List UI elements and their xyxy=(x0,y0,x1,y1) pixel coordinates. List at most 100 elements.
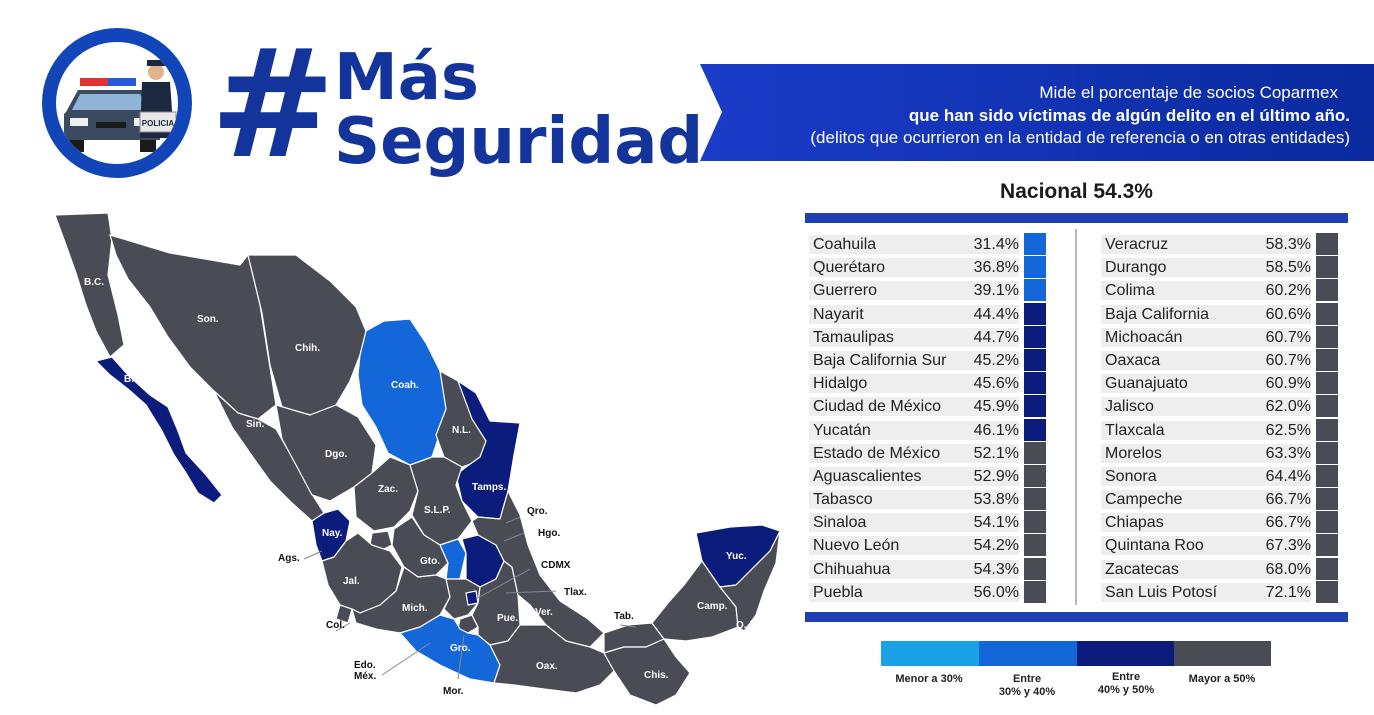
state-value: 66.7% xyxy=(1265,491,1311,509)
table-row: Nayarit 44.4% xyxy=(809,302,1049,326)
table-row: Querétaro 36.8% xyxy=(809,256,1049,279)
map-state-label: Zac. xyxy=(378,484,399,495)
police-badge-text: POLICIA xyxy=(142,119,175,128)
table-row: Puebla 56.0% xyxy=(809,580,1049,604)
row-background xyxy=(809,490,1019,510)
row-background xyxy=(809,397,1019,417)
table-right-column: Veracruz 58.3% Durango 58.5% Colima 60.2% Baja… xyxy=(1101,233,1341,604)
state-name: Tlaxcala xyxy=(1105,421,1165,439)
table-row: San Luis Potosí 72.1% xyxy=(1101,580,1341,604)
color-swatch xyxy=(1024,395,1046,418)
color-swatch xyxy=(1316,256,1338,279)
row-background xyxy=(1101,490,1311,510)
color-swatch xyxy=(1024,233,1046,255)
table-row: Chihuahua 54.3% xyxy=(809,557,1049,581)
row-background xyxy=(1101,235,1311,254)
state-value: 60.7% xyxy=(1265,328,1311,346)
table-row: Nuevo León 54.2% xyxy=(809,534,1049,557)
state-name: Tamaulipas xyxy=(813,328,894,346)
color-swatch xyxy=(1316,348,1338,371)
state-name: Veracruz xyxy=(1105,236,1169,253)
map-state-label: Mich. xyxy=(402,603,428,614)
state-value: 68.0% xyxy=(1265,560,1311,578)
state-name: Baja California Sur xyxy=(813,351,947,369)
row-background xyxy=(1101,513,1311,533)
color-swatch xyxy=(1024,348,1046,371)
state-value: 44.7% xyxy=(973,328,1019,346)
color-swatch xyxy=(1024,488,1046,511)
state-name: Coahuila xyxy=(813,236,877,253)
map-state-label: Oax. xyxy=(536,661,558,672)
row-background xyxy=(1101,443,1311,463)
table-row: Yucatán 46.1% xyxy=(809,418,1049,442)
map-state-label: Coah. xyxy=(391,380,419,391)
legend-label: Entre 40% y 50% xyxy=(1097,671,1155,696)
color-swatch xyxy=(1024,580,1046,603)
table-top-bar xyxy=(805,213,1348,223)
color-swatch xyxy=(1316,325,1338,348)
state-gro xyxy=(399,614,501,684)
legend-label: Menor a 30% xyxy=(895,673,963,685)
color-swatch xyxy=(1024,441,1046,464)
state-value: 60.7% xyxy=(1265,351,1311,369)
table-row: Guerrero 39.1% xyxy=(809,279,1049,302)
state-name: Yucatán xyxy=(813,421,871,439)
color-swatch xyxy=(1316,464,1338,487)
state-value: 53.8% xyxy=(973,491,1019,509)
map-state-label: S.L.P. xyxy=(424,505,451,516)
row-background xyxy=(809,513,1019,533)
map-state-label: Tamps. xyxy=(472,482,507,493)
color-swatch xyxy=(1316,511,1338,534)
state-value: 56.0% xyxy=(973,583,1019,601)
table-row: Chiapas 66.7% xyxy=(1101,511,1341,534)
table-row: Aguascalientes 52.9% xyxy=(809,464,1049,488)
table-row: Estado de México 52.1% xyxy=(809,441,1049,465)
color-swatch xyxy=(1024,534,1046,557)
map-state-label: B.C. xyxy=(84,277,104,288)
row-background xyxy=(1101,420,1311,440)
map-state-label: B.C.S. xyxy=(124,374,154,385)
table-row: Coahuila 31.4% xyxy=(809,233,1049,256)
map-state-label: Tab. xyxy=(614,611,634,622)
state-gto xyxy=(391,516,449,578)
mexico-map xyxy=(54,212,781,706)
row-background xyxy=(1101,304,1311,324)
row-background xyxy=(809,536,1019,556)
state-name: Campeche xyxy=(1105,491,1183,509)
police-logo: POLICIA xyxy=(42,28,192,178)
state-name: Nayarit xyxy=(813,305,864,323)
column-divider xyxy=(1075,229,1077,605)
map-state-label: Yuc. xyxy=(726,551,747,562)
map-state-label: Edo. Méx. xyxy=(354,660,377,682)
table-bottom-bar xyxy=(805,612,1348,622)
table-row: Morelos 63.3% xyxy=(1101,441,1341,465)
state-name: Nuevo León xyxy=(813,537,900,555)
table-row: Oaxaca 60.7% xyxy=(1101,348,1341,372)
row-background xyxy=(1101,327,1311,347)
row-background xyxy=(1101,281,1311,301)
state-value: 44.4% xyxy=(973,305,1019,323)
map-state-label: Gro. xyxy=(450,643,471,654)
color-swatch xyxy=(1024,464,1046,487)
state-name: Querétaro xyxy=(813,259,886,277)
state-name: Tabasco xyxy=(813,491,873,509)
state-chih xyxy=(247,254,367,416)
row-background xyxy=(809,466,1019,486)
row-background xyxy=(1101,559,1311,579)
state-name: Colima xyxy=(1105,282,1155,300)
color-swatch xyxy=(1316,302,1338,325)
color-swatch xyxy=(1316,580,1338,603)
table-row: Sinaloa 54.1% xyxy=(809,511,1049,534)
state-value: 67.3% xyxy=(1265,537,1311,555)
color-swatch xyxy=(1316,372,1338,395)
state-name: San Luis Potosí xyxy=(1105,583,1218,601)
state-value: 60.2% xyxy=(1265,282,1311,300)
row-background xyxy=(1101,258,1311,278)
table-row: Tamaulipas 44.7% xyxy=(809,325,1049,349)
table-row: Sonora 64.4% xyxy=(1101,464,1341,488)
row-background xyxy=(809,258,1019,278)
map-state-label: Dgo. xyxy=(325,449,348,460)
map-state-label: Camp. xyxy=(697,601,728,612)
state-name: Puebla xyxy=(813,583,863,601)
